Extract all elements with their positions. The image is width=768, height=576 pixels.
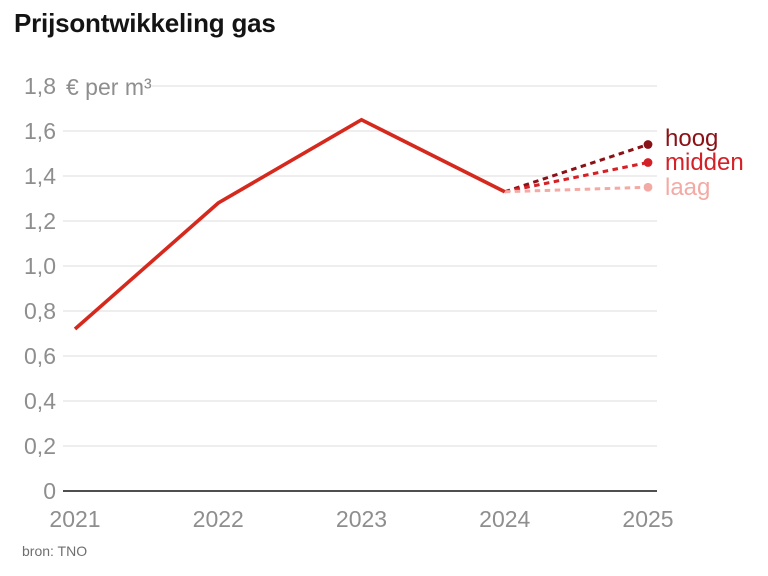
y-tick-label: 1,4 [24,163,56,189]
y-tick-label: 1,2 [24,208,56,234]
x-tick-label: 2023 [336,506,387,532]
y-tick-label: 1,8 [24,73,56,99]
y-axis-unit-label: € per m³ [66,74,152,100]
legend-label-laag: laag [665,174,710,201]
series-endpoint-hoog [643,140,653,149]
y-tick-label: 0,4 [24,388,56,414]
series-line-midden [504,161,649,194]
y-tick-label: 1,0 [24,253,56,279]
x-tick-label: 2021 [49,506,100,532]
legend-label-hoog: hoog [665,125,718,152]
series-endpoint-laag [643,182,653,192]
y-tick-label: 0,2 [24,433,56,459]
source-caption: bron: TNO [22,543,88,559]
y-tick-label: 1,6 [24,118,56,144]
series-line-historie [73,117,506,331]
chart-title: Prijsontwikkeling gas [14,8,276,38]
x-tick-label: 2025 [622,506,673,532]
series-endpoint-midden [643,158,653,167]
y-tick-label: 0 [43,478,56,504]
y-tick-label: 0,8 [24,298,56,324]
legend-label-midden: midden [665,149,744,176]
x-tick-label: 2022 [193,506,244,532]
series-line-laag [504,185,649,194]
series-line-hoog [504,143,649,194]
x-tick-label: 2024 [479,506,530,532]
y-tick-label: 0,6 [24,343,56,369]
